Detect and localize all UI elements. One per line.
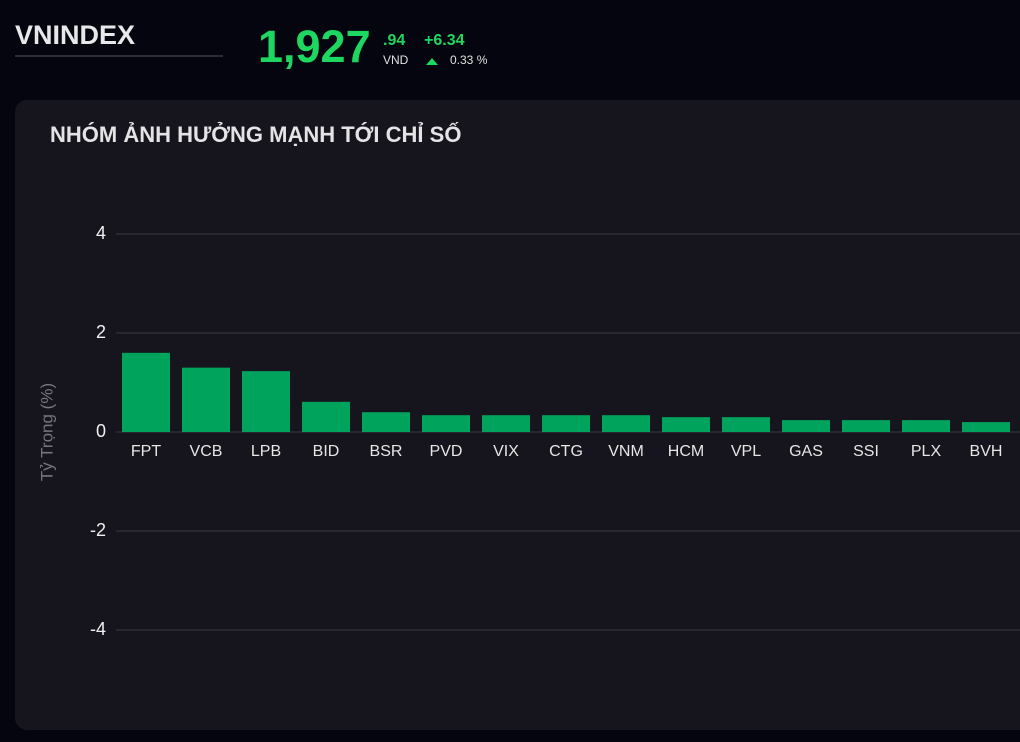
x-tick-label: VCB — [190, 443, 223, 460]
x-tick-label: GAS — [789, 443, 823, 460]
price-decimal: .94 — [383, 32, 405, 49]
chart-title: NHÓM ẢNH HƯỞNG MẠNH TỚI CHỈ SỐ — [50, 121, 461, 147]
x-tick-label: LPB — [251, 443, 281, 460]
change: +6.34 — [424, 32, 465, 49]
currency: VND — [383, 53, 409, 67]
bar — [782, 420, 830, 432]
x-tick-label: VIX — [493, 443, 519, 460]
bar — [182, 367, 230, 432]
x-tick-label: BID — [313, 443, 340, 460]
x-tick-label: PLX — [911, 443, 942, 460]
bar — [542, 415, 590, 432]
x-tick-label: HCM — [668, 443, 704, 460]
x-tick-label: BSR — [370, 443, 403, 460]
index-symbol: VNINDEX — [15, 20, 135, 50]
bar — [842, 420, 890, 432]
y-tick-label: -4 — [90, 619, 106, 639]
bar — [362, 412, 410, 432]
x-tick-label: PVD — [430, 443, 463, 460]
bar — [242, 371, 290, 432]
y-tick-label: 4 — [96, 223, 106, 243]
x-tick-label: VPL — [731, 443, 761, 460]
up-arrow — [426, 58, 438, 65]
y-axis-label: Tỷ Trọng (%) — [37, 383, 56, 481]
bar — [962, 422, 1010, 432]
bar — [482, 415, 530, 432]
y-tick-label: 2 — [96, 322, 106, 342]
x-tick-label: FPT — [131, 443, 161, 460]
bar — [722, 417, 770, 432]
change-percent: 0.33 % — [450, 53, 488, 67]
bar — [602, 415, 650, 432]
price-integer: 1,927 — [258, 21, 371, 72]
bar — [902, 420, 950, 432]
x-tick-label: VNM — [608, 443, 644, 460]
y-tick-label: -2 — [90, 520, 106, 540]
bar — [302, 401, 350, 432]
bar — [422, 415, 470, 432]
x-tick-label: SSI — [853, 443, 879, 460]
x-tick-label: CTG — [549, 443, 583, 460]
x-tick-label: BVH — [970, 443, 1003, 460]
panel — [15, 100, 1020, 730]
bar — [122, 352, 170, 432]
y-tick-label: 0 — [96, 421, 106, 441]
bar — [662, 417, 710, 432]
